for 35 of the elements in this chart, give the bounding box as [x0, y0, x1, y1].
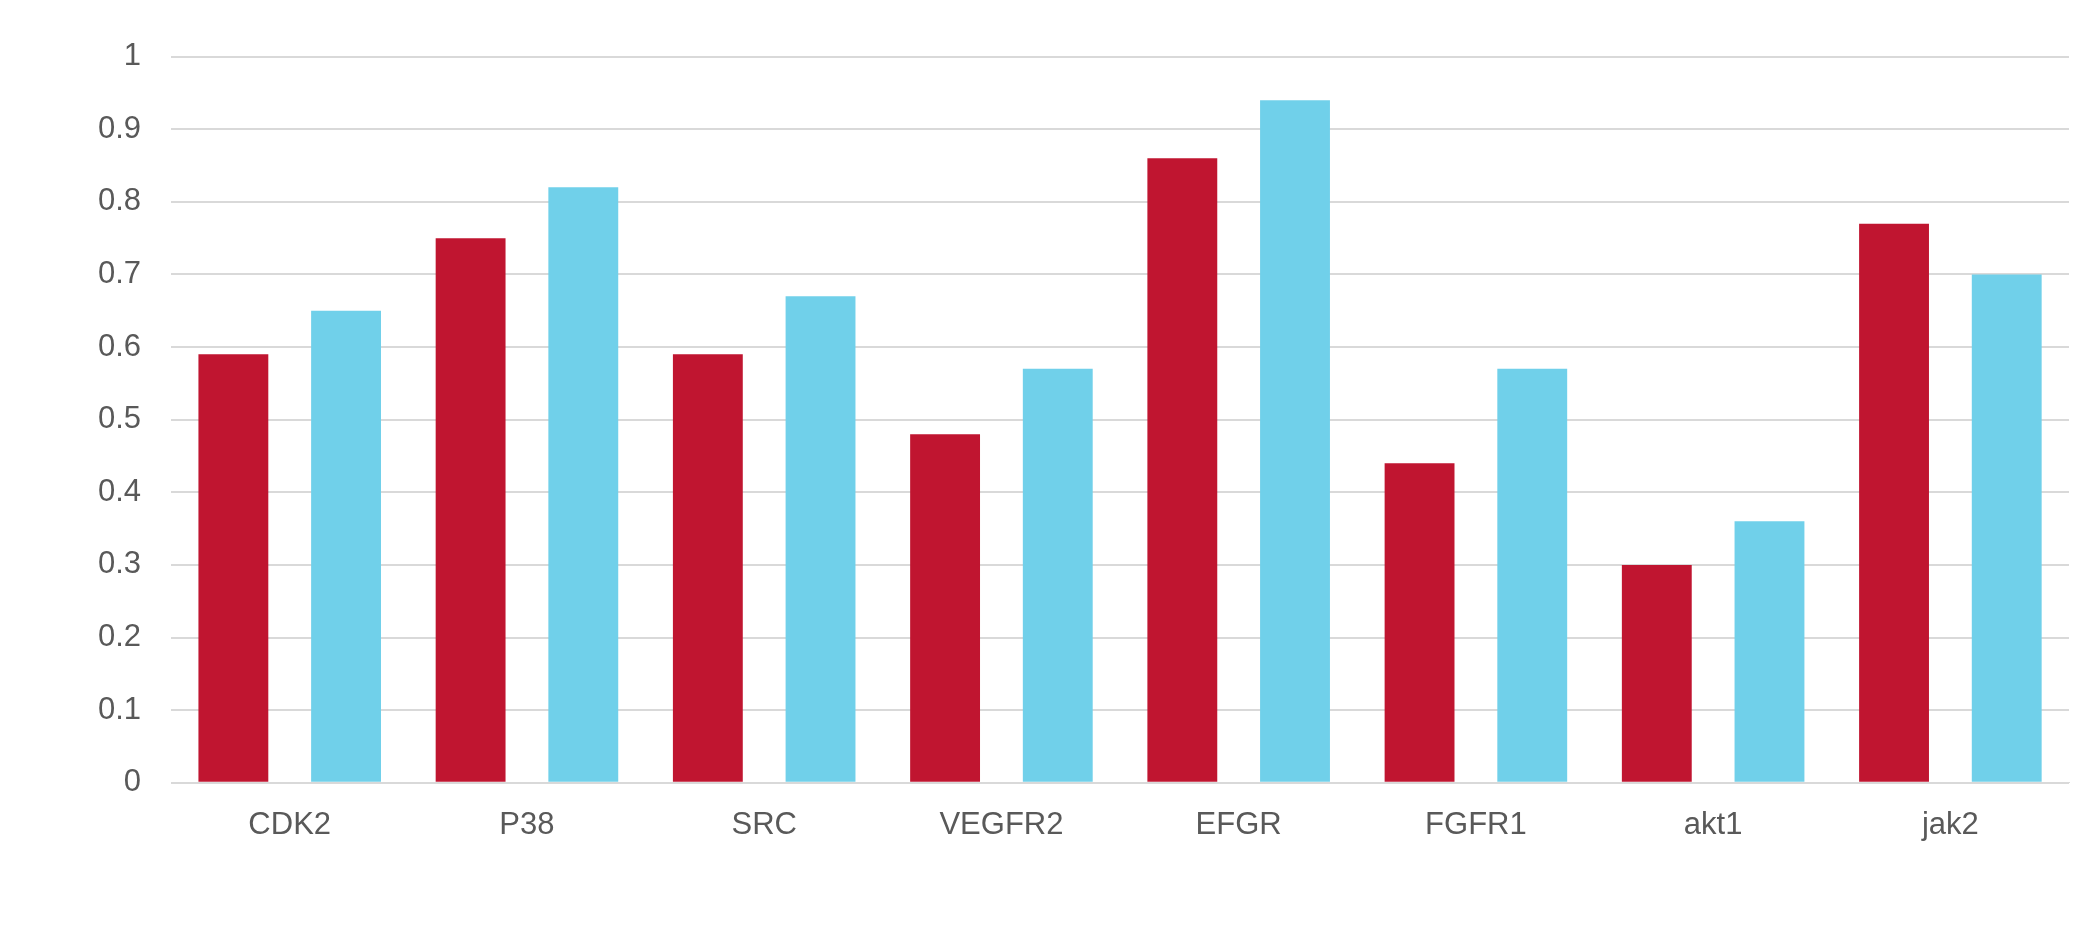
y-tick-label: 0.7: [97, 255, 142, 291]
bar: [435, 238, 506, 782]
x-tick-label: EFGR: [1195, 805, 1282, 841]
bar: [1859, 223, 1929, 782]
y-tick-label: 0.9: [97, 109, 142, 145]
x-tick-label: P38: [499, 805, 555, 841]
bar: [1497, 368, 1568, 782]
x-tick-label: CDK2: [248, 805, 332, 841]
bar: [910, 434, 981, 782]
bar: [548, 187, 619, 782]
bar: [1022, 368, 1093, 782]
y-tick-label: 0.3: [97, 545, 142, 581]
x-tick-label: SRC: [731, 805, 797, 841]
bar: [1734, 521, 1805, 782]
x-tick-label: jak2: [1920, 805, 1979, 841]
bar: [1384, 463, 1455, 782]
y-tick-label: 0: [123, 763, 142, 799]
y-tick-label: 0.1: [97, 690, 142, 726]
bar: [1971, 274, 2042, 782]
y-tick-label: 0.8: [97, 182, 142, 218]
bar: [1147, 158, 1218, 782]
bar: [311, 310, 381, 782]
bar: [785, 296, 856, 782]
x-tick-label: VEGFR2: [939, 805, 1064, 841]
y-tick-label: 0.4: [97, 472, 142, 508]
y-tick-label: 0.5: [97, 400, 142, 436]
y-tick-label: 1: [123, 37, 142, 73]
x-tick-label: akt1: [1683, 805, 1743, 841]
y-tick-label: 0.6: [97, 327, 142, 363]
bar: [198, 354, 269, 782]
x-tick-label: FGFR1: [1425, 805, 1527, 841]
bar: [672, 354, 743, 782]
bar: [1260, 100, 1330, 782]
bar: [1621, 564, 1692, 782]
y-tick-label: 0.2: [97, 618, 142, 654]
